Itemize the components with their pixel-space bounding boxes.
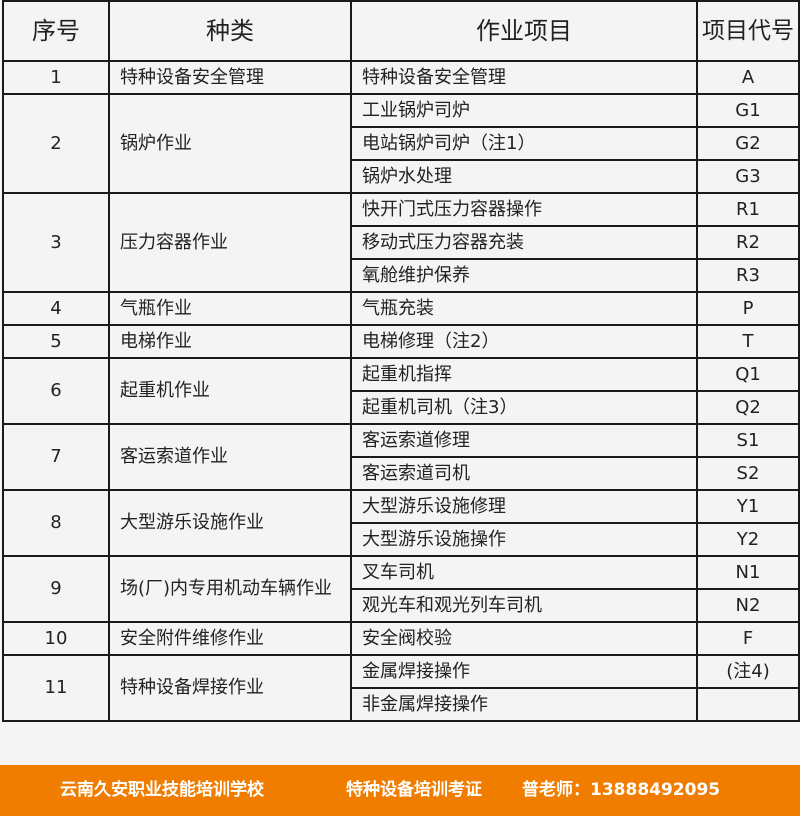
item-code: T bbox=[696, 324, 800, 359]
row-number: 11 bbox=[2, 654, 110, 722]
table-row: 氧舱维护保养 R3 bbox=[3, 258, 800, 293]
item-name: 锅炉水处理 bbox=[350, 159, 698, 194]
table-row: 电站锅炉司炉（注1） G2 bbox=[3, 126, 800, 161]
contact-text: 普老师：13888492095 bbox=[522, 780, 721, 800]
row-number: 6 bbox=[2, 357, 110, 425]
table-row: 8 大型游乐设施作业 大型游乐设施修理 Y1 bbox=[2, 489, 800, 557]
item-name: 电站锅炉司炉（注1） bbox=[350, 126, 698, 161]
table-row: 2 锅炉作业 工业锅炉司炉 G1 bbox=[2, 93, 800, 194]
item-code: Y2 bbox=[696, 522, 800, 557]
item-name: 氧舱维护保养 bbox=[350, 258, 698, 293]
item-code: G1 bbox=[696, 93, 800, 128]
row-number: 8 bbox=[2, 489, 110, 557]
item-code bbox=[696, 687, 800, 722]
header-item: 作业项目 bbox=[350, 0, 698, 62]
item-code: (注4) bbox=[696, 654, 800, 689]
category-cell: 特种设备安全管理 bbox=[108, 60, 352, 95]
item-name: 特种设备安全管理 bbox=[350, 60, 698, 95]
item-name: 金属焊接操作 bbox=[350, 654, 698, 689]
row-number: 1 bbox=[2, 60, 110, 95]
table-row: 非金属焊接操作 bbox=[3, 687, 800, 722]
category-cell: 电梯作业 bbox=[108, 324, 352, 359]
item-name: 气瓶充装 bbox=[350, 291, 698, 326]
table-row: 移动式压力容器充装 R2 bbox=[3, 225, 800, 260]
item-name: 大型游乐设施修理 bbox=[350, 489, 698, 524]
category-cell: 压力容器作业 bbox=[108, 192, 352, 293]
item-name: 起重机指挥 bbox=[350, 357, 698, 392]
item-name: 客运索道修理 bbox=[350, 423, 698, 458]
table-row: 起重机司机（注3） Q2 bbox=[3, 390, 800, 425]
school-name: 云南久安职业技能培训学校 bbox=[60, 780, 264, 800]
item-code: A bbox=[696, 60, 800, 95]
category-cell: 特种设备焊接作业 bbox=[108, 654, 352, 722]
item-code: Q2 bbox=[696, 390, 800, 425]
table-row: 10 安全附件维修作业 安全阀校验 F bbox=[2, 621, 800, 656]
item-code: R2 bbox=[696, 225, 800, 260]
item-code: N1 bbox=[696, 555, 800, 590]
item-code: Y1 bbox=[696, 489, 800, 524]
item-code: G2 bbox=[696, 126, 800, 161]
item-code: G3 bbox=[696, 159, 800, 194]
header-category: 种类 bbox=[108, 0, 352, 62]
footer-banner: 云南久安职业技能培训学校 特种设备培训考证 普老师：13888492095 bbox=[0, 765, 800, 816]
category-cell: 气瓶作业 bbox=[108, 291, 352, 326]
category-cell: 锅炉作业 bbox=[108, 93, 352, 194]
table-row: 6 起重机作业 起重机指挥 Q1 bbox=[2, 357, 800, 425]
item-code: P bbox=[696, 291, 800, 326]
row-number: 2 bbox=[2, 93, 110, 194]
row-number: 5 bbox=[2, 324, 110, 359]
item-name: 起重机司机（注3） bbox=[350, 390, 698, 425]
category-cell: 场(厂)内专用机动车辆作业 bbox=[108, 555, 352, 623]
work-category-table: 序号 种类 作业项目 项目代号 1 特种设备安全管理 特种设备安全管理 A 2 锅炉作业工… bbox=[2, 0, 800, 722]
category-cell: 起重机作业 bbox=[108, 357, 352, 425]
item-name: 大型游乐设施操作 bbox=[350, 522, 698, 557]
item-code: F bbox=[696, 621, 800, 656]
row-number: 4 bbox=[2, 291, 110, 326]
item-code: S1 bbox=[696, 423, 800, 458]
table-row: 客运索道司机 S2 bbox=[3, 456, 800, 491]
item-name: 客运索道司机 bbox=[350, 456, 698, 491]
table-row: 大型游乐设施操作 Y2 bbox=[3, 522, 800, 557]
item-code: S2 bbox=[696, 456, 800, 491]
table-row: 1 特种设备安全管理 特种设备安全管理 A bbox=[2, 60, 800, 95]
header-code: 项目代号 bbox=[696, 0, 800, 62]
item-name: 电梯修理（注2） bbox=[350, 324, 698, 359]
category-cell: 安全附件维修作业 bbox=[108, 621, 352, 656]
table-row: 3 压力容器作业 快开门式压力容器操作 R1 bbox=[2, 192, 800, 293]
header-no: 序号 bbox=[2, 0, 110, 62]
row-number: 7 bbox=[2, 423, 110, 491]
item-name: 观光车和观光列车司机 bbox=[350, 588, 698, 623]
service-text: 特种设备培训考证 bbox=[346, 780, 482, 800]
table-row: 9 场(厂)内专用机动车辆作业 叉车司机 N1 bbox=[2, 555, 800, 623]
table-row: 观光车和观光列车司机 N2 bbox=[3, 588, 800, 623]
table-row: 11 特种设备焊接作业 金属焊接操作 (注4) bbox=[2, 654, 800, 722]
item-name: 非金属焊接操作 bbox=[350, 687, 698, 722]
header-row: 序号 种类 作业项目 项目代号 bbox=[2, 0, 800, 62]
item-name: 快开门式压力容器操作 bbox=[350, 192, 698, 227]
table-row: 锅炉水处理 G3 bbox=[3, 159, 800, 194]
item-code: R1 bbox=[696, 192, 800, 227]
item-code: Q1 bbox=[696, 357, 800, 392]
row-number: 10 bbox=[2, 621, 110, 656]
item-name: 移动式压力容器充装 bbox=[350, 225, 698, 260]
table-row: 4 气瓶作业 气瓶充装 P bbox=[2, 291, 800, 326]
table-row: 5 电梯作业 电梯修理（注2） T bbox=[2, 324, 800, 359]
row-number: 3 bbox=[2, 192, 110, 293]
category-cell: 客运索道作业 bbox=[108, 423, 352, 491]
category-cell: 大型游乐设施作业 bbox=[108, 489, 352, 557]
item-name: 叉车司机 bbox=[350, 555, 698, 590]
table-row: 7 客运索道作业 客运索道修理 S1 bbox=[2, 423, 800, 491]
item-name: 工业锅炉司炉 bbox=[350, 93, 698, 128]
item-code: R3 bbox=[696, 258, 800, 293]
item-code: N2 bbox=[696, 588, 800, 623]
row-number: 9 bbox=[2, 555, 110, 623]
item-name: 安全阀校验 bbox=[350, 621, 698, 656]
